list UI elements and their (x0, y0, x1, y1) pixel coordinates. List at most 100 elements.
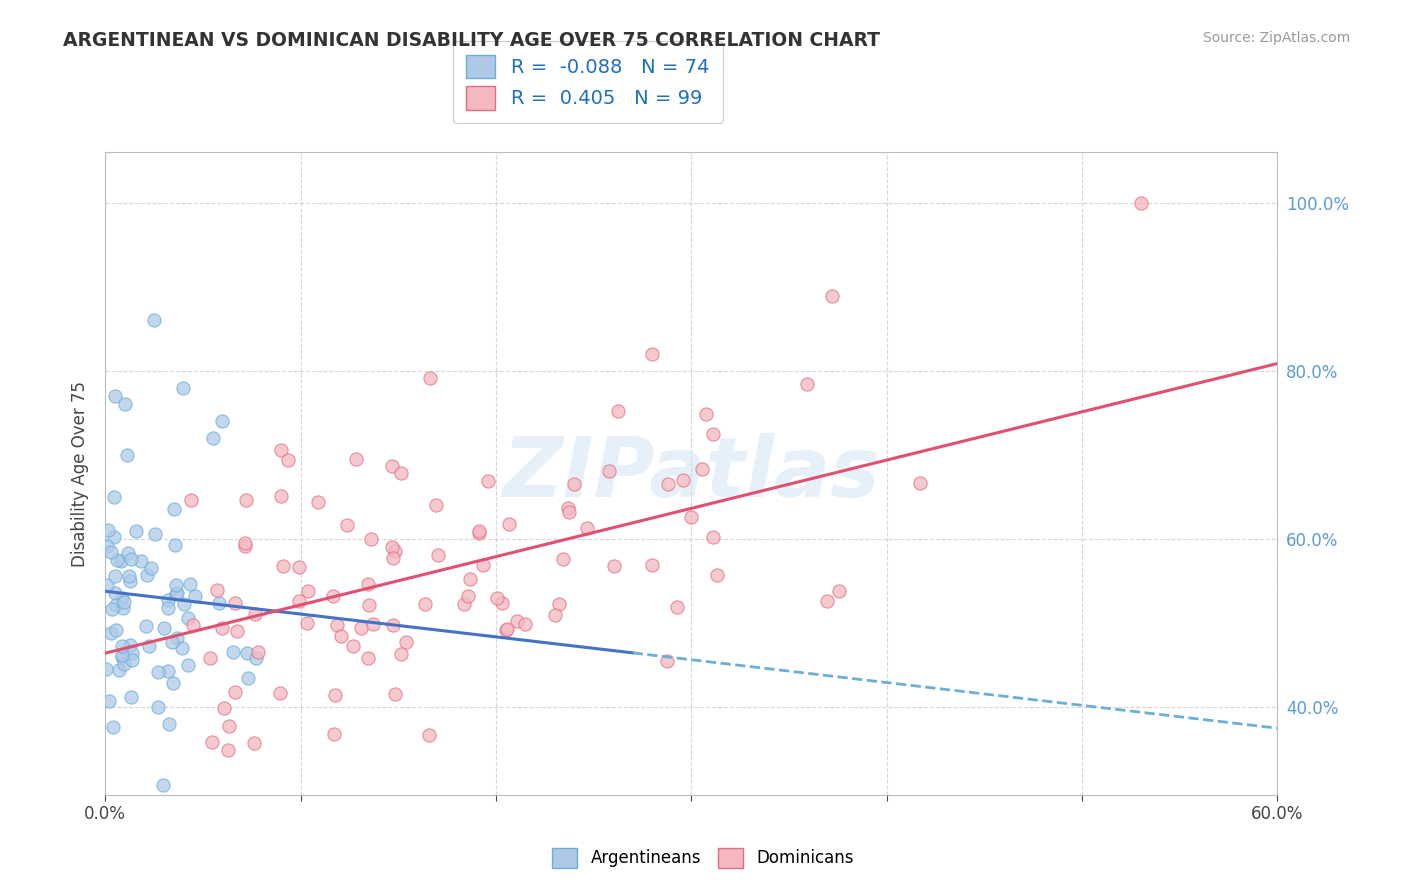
Point (148, 700, 170, 714)
Point (350, 621, 373, 635)
Point (821, 289, 844, 303)
Point (471, 558, 494, 572)
Point (208, 596, 231, 610)
Point (295, 615, 318, 630)
Point (163, 501, 186, 516)
Point (288, 559, 311, 574)
Point (226, 624, 249, 638)
Point (665, 600, 688, 615)
Point (457, 589, 479, 603)
Point (105, 553, 128, 567)
Point (391, 466, 413, 480)
Y-axis label: Disability Age Over 75: Disability Age Over 75 (72, 381, 89, 566)
Point (211, 621, 233, 635)
Point (97, 523, 120, 537)
Point (243, 736, 266, 750)
Point (827, 583, 849, 598)
Point (103, 586, 125, 600)
Point (357, 651, 380, 665)
Point (607, 404, 630, 418)
Point (152, 778, 174, 792)
Point (247, 644, 270, 658)
Point (201, 735, 224, 749)
Point (184, 589, 207, 603)
Point (156, 664, 179, 678)
Point (135, 619, 157, 633)
Point (101, 602, 124, 616)
Point (198, 650, 221, 665)
Point (120, 638, 142, 652)
Point (112, 595, 135, 609)
Point (598, 464, 620, 478)
Point (157, 593, 180, 607)
Point (173, 597, 195, 611)
Point (269, 686, 291, 700)
Text: ZIPatlas: ZIPatlas (502, 434, 880, 515)
Point (485, 591, 508, 605)
Text: Source: ZipAtlas.com: Source: ZipAtlas.com (1202, 31, 1350, 45)
Point (323, 688, 346, 702)
Point (156, 601, 179, 615)
Point (112, 657, 135, 671)
Point (381, 541, 404, 555)
Point (163, 538, 186, 552)
Point (505, 614, 527, 628)
Point (418, 727, 440, 741)
Point (425, 498, 447, 512)
Point (498, 517, 520, 532)
Point (125, 524, 148, 538)
Point (796, 377, 818, 392)
Point (382, 550, 405, 565)
Point (419, 371, 441, 385)
Point (271, 559, 294, 574)
Text: ARGENTINEAN VS DOMINICAN DISABILITY AGE OVER 75 CORRELATION CHART: ARGENTINEAN VS DOMINICAN DISABILITY AGE … (63, 31, 880, 50)
Point (562, 477, 585, 491)
Point (179, 577, 201, 591)
Point (657, 477, 679, 491)
Point (114, 397, 136, 411)
Point (495, 623, 517, 637)
Point (491, 596, 513, 610)
Point (270, 442, 292, 457)
Point (288, 594, 311, 608)
Point (111, 591, 134, 605)
Point (105, 599, 128, 613)
Point (201, 431, 224, 445)
Point (426, 548, 449, 562)
Point (235, 493, 257, 508)
Point (413, 597, 436, 611)
Point (211, 414, 233, 428)
Point (243, 607, 266, 621)
Point (695, 407, 717, 421)
Point (640, 558, 662, 573)
Point (224, 685, 246, 699)
Point (513, 617, 536, 632)
Point (307, 495, 329, 509)
Point (557, 505, 579, 519)
Point (120, 552, 142, 566)
Point (690, 462, 713, 476)
Point (129, 554, 152, 568)
Point (576, 521, 599, 535)
Point (382, 618, 405, 632)
Point (297, 584, 319, 599)
Point (207, 583, 229, 598)
Point (384, 687, 406, 701)
Point (357, 577, 380, 591)
Point (453, 597, 475, 611)
Point (148, 665, 170, 679)
Point (553, 552, 575, 566)
Point (172, 381, 194, 395)
Point (165, 578, 187, 592)
Point (143, 526, 166, 541)
Point (336, 518, 359, 533)
Point (180, 492, 202, 507)
Point (1129, 195, 1152, 210)
Point (212, 700, 235, 714)
Point (96, 578, 118, 592)
Point (170, 640, 193, 655)
Point (641, 347, 664, 361)
Point (460, 572, 482, 586)
Point (544, 608, 567, 623)
Point (468, 524, 491, 538)
